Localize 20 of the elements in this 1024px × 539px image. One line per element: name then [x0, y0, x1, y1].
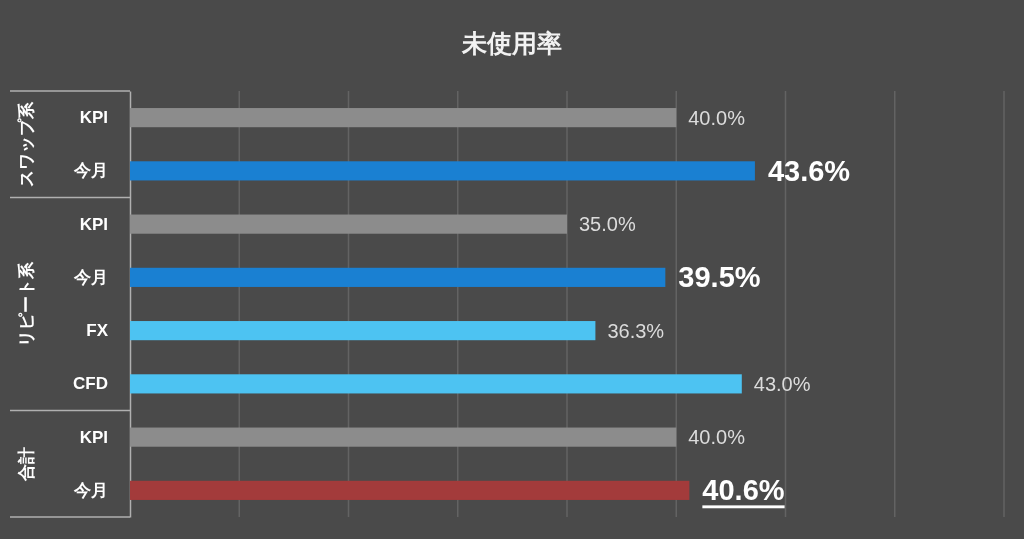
- text: スワップ系: [16, 100, 36, 187]
- data-label: 40.0%: [688, 106, 746, 129]
- data-label: 39.5%: [678, 261, 761, 294]
- y-tick-label: CFD: [73, 374, 108, 394]
- y-tick-label: KPI: [79, 108, 108, 128]
- y-tick-label: 今月: [73, 480, 108, 500]
- y-tick-label: KPI: [79, 427, 108, 447]
- y-tick-label: 今月: [73, 161, 108, 181]
- text: リピート系: [16, 260, 36, 347]
- data-label: 36.3%: [607, 319, 665, 342]
- y-tick-label: KPI: [79, 214, 108, 234]
- data-label: 40.6%: [702, 474, 785, 507]
- data-label: 43.0%: [753, 372, 811, 395]
- data-label: 35.0%: [579, 213, 636, 236]
- y-tick-label: 今月: [73, 267, 108, 287]
- y-tick-label: FX: [86, 321, 109, 341]
- data-label: 40.0%: [688, 426, 746, 449]
- data-label: 43.6%: [767, 154, 851, 187]
- text: 合計: [16, 446, 36, 482]
- chart-title: 未使用率: [461, 29, 562, 57]
